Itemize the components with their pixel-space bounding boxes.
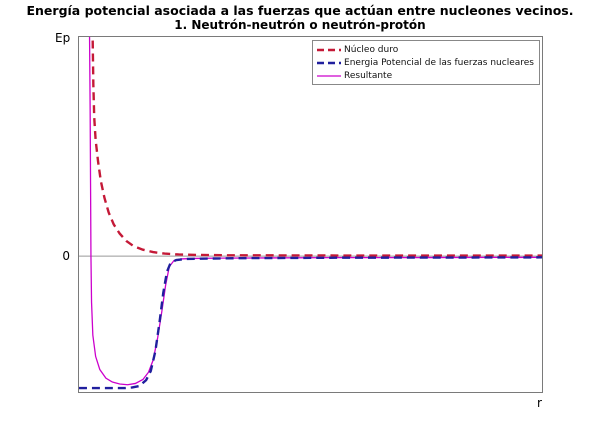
legend-label: Núcleo duro	[344, 44, 399, 55]
chart-title: Energía potencial asociada a las fuerzas…	[26, 3, 574, 18]
legend-line-sample-energia-potencial-icon	[317, 61, 342, 64]
legend-item-nucleo-duro: Núcleo duro	[316, 43, 534, 56]
title-block: Energía potencial asociada a las fuerzas…	[0, 3, 600, 33]
plot-area: Núcleo duro Energia Potencial de las fue…	[78, 36, 543, 393]
legend-line-sample-resultante-icon	[317, 74, 342, 77]
legend-item-energia-potencial: Energia Potencial de las fuerzas nuclear…	[316, 56, 534, 69]
y-zero-tick-label: 0	[62, 249, 70, 263]
legend-label: Energia Potencial de las fuerzas nuclear…	[344, 57, 534, 68]
chart-subtitle: 1. Neutrón-neutrón o neutrón-protón	[174, 18, 426, 32]
legend-item-resultante: Resultante	[316, 69, 534, 82]
legend-label: Resultante	[344, 70, 393, 81]
legend: Núcleo duro Energia Potencial de las fue…	[312, 40, 540, 85]
legend-line-sample-nucleo-duro-icon	[317, 48, 342, 51]
x-axis-label: r	[537, 396, 542, 410]
plot-svg	[79, 37, 542, 390]
y-axis-label: Ep	[55, 31, 71, 45]
